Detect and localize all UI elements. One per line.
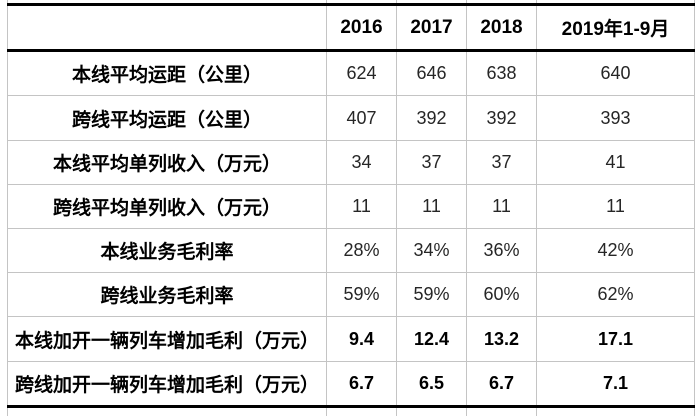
cell-value: 37: [466, 139, 537, 185]
cell-value: 640: [536, 50, 695, 97]
metric-label: 本线业务毛利率: [7, 228, 327, 274]
cell-value: 393: [536, 95, 695, 141]
metric-label: 本线加开一辆列车增加毛利（万元）: [7, 316, 327, 362]
table-row: 跨线业务毛利率 59% 59% 60% 62%: [7, 272, 695, 318]
cell-value: 42%: [536, 228, 695, 274]
cell-value: 60%: [466, 272, 537, 318]
cell-value: 59%: [326, 272, 397, 318]
cell-value: 12.4: [396, 316, 467, 362]
cell-value: 7.1: [536, 360, 695, 407]
cell-value: 11: [466, 183, 537, 230]
cell-value: 34%: [396, 228, 467, 274]
table-row: 本线平均单列收入（万元） 34 37 37 41: [7, 139, 695, 185]
header-period-2019: 2019年1-9月: [536, 3, 695, 53]
cell-value: 37: [396, 139, 467, 185]
cell-value: 34: [326, 139, 397, 185]
header-year-2017: 2017: [396, 3, 467, 53]
header-empty-cell: [7, 3, 327, 53]
cell-value: 11: [536, 183, 695, 230]
table-row: 本线业务毛利率 28% 34% 36% 42%: [7, 228, 695, 274]
cell-value: 36%: [466, 228, 537, 274]
cell-value: 392: [396, 95, 467, 141]
table-row: 跨线平均单列收入（万元） 11 11 11 11: [7, 183, 695, 230]
table-header-row: 2016 2017 2018 2019年1-9月: [7, 3, 695, 53]
metric-label: 本线平均运距（公里）: [7, 50, 327, 97]
cell-value: 392: [466, 95, 537, 141]
cell-value: 13.2: [466, 316, 537, 362]
metric-label: 跨线加开一辆列车增加毛利（万元）: [7, 360, 327, 407]
cell-value: 624: [326, 50, 397, 97]
cell-value: 62%: [536, 272, 695, 318]
metrics-table-container: 2016 2017 2018 2019年1-9月 本线平均运距（公里） 624 …: [7, 0, 695, 416]
cell-value: 6.7: [326, 360, 397, 407]
cell-value: 646: [396, 50, 467, 97]
table-row: 本线加开一辆列车增加毛利（万元） 9.4 12.4 13.2 17.1: [7, 316, 695, 362]
cell-value: 6.7: [466, 360, 537, 407]
cell-value: 638: [466, 50, 537, 97]
cell-value: 9.4: [326, 316, 397, 362]
table-row: 本线平均运距（公里） 624 646 638 640: [7, 50, 695, 97]
cell-value: 17.1: [536, 316, 695, 362]
metrics-table: 2016 2017 2018 2019年1-9月 本线平均运距（公里） 624 …: [7, 0, 695, 416]
metric-label: 跨线平均单列收入（万元）: [7, 183, 327, 230]
gridline-stub-top: [7, 0, 695, 6]
metric-label: 跨线平均运距（公里）: [7, 95, 327, 141]
gridline-stub-bottom: [7, 404, 695, 416]
table-row: 跨线平均运距（公里） 407 392 392 393: [7, 95, 695, 141]
metric-label: 跨线业务毛利率: [7, 272, 327, 318]
header-year-2016: 2016: [326, 3, 397, 53]
table-row: 跨线加开一辆列车增加毛利（万元） 6.7 6.5 6.7 7.1: [7, 360, 695, 407]
cell-value: 59%: [396, 272, 467, 318]
cell-value: 11: [326, 183, 397, 230]
cell-value: 11: [396, 183, 467, 230]
cell-value: 41: [536, 139, 695, 185]
metric-label: 本线平均单列收入（万元）: [7, 139, 327, 185]
cell-value: 6.5: [396, 360, 467, 407]
header-year-2018: 2018: [466, 3, 537, 53]
cell-value: 407: [326, 95, 397, 141]
cell-value: 28%: [326, 228, 397, 274]
